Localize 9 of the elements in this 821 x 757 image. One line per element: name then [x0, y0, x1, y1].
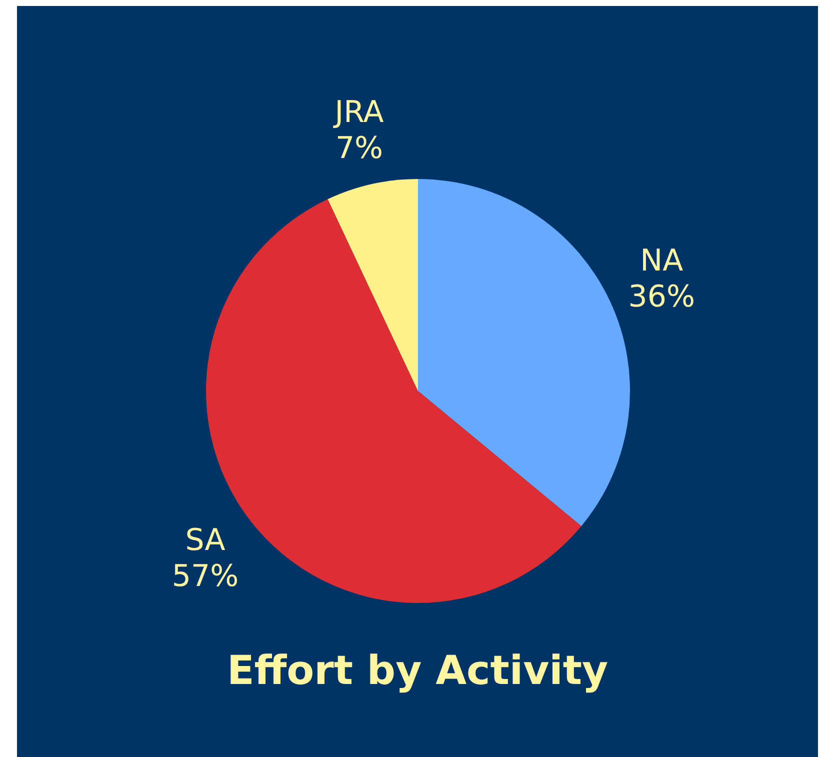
data-label: 36% — [628, 279, 695, 314]
text: Effort by Activity — [226, 648, 610, 694]
pie-slice — [418, 179, 630, 526]
slice-label: NA — [640, 243, 684, 278]
slice-label: SA — [185, 523, 226, 558]
pie-slice — [328, 179, 418, 391]
data-label: 57% — [172, 559, 239, 594]
data-label: 7% — [335, 131, 384, 166]
slice-label: JRA — [332, 95, 384, 130]
